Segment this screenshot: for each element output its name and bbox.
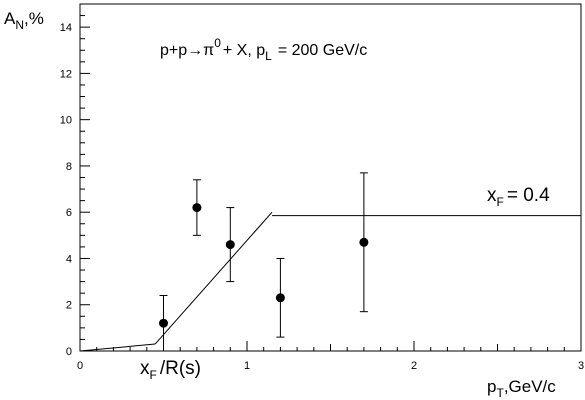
x-tick-label: 2 <box>411 360 417 372</box>
y-tick-label: 12 <box>60 68 72 80</box>
axis-ticks <box>79 3 582 352</box>
y-tick-label: 14 <box>60 22 72 34</box>
data-point <box>359 237 369 247</box>
xf-value-label: xF = 0.4 <box>487 185 550 209</box>
model-segment <box>79 343 156 352</box>
model-curve <box>79 211 581 352</box>
y-tick-label: 6 <box>66 207 72 219</box>
x-tick-label: 3 <box>578 360 584 372</box>
kink-label: xF/R(s) <box>140 358 201 382</box>
data-point <box>192 203 202 213</box>
data-points <box>159 172 369 352</box>
data-point <box>275 293 285 303</box>
reaction-annotation: p+p→π0 + X, pL = 200 GeV/c <box>160 36 367 63</box>
y-tick-label: 10 <box>60 115 72 127</box>
y-tick-label: 4 <box>66 253 72 265</box>
data-point <box>159 318 168 328</box>
y-axis-label: AN,% <box>4 9 44 32</box>
y-tick-label: 8 <box>66 161 72 173</box>
y-tick-label: 2 <box>66 300 72 312</box>
x-tick-label: 1 <box>244 360 250 372</box>
y-tick-label: 0 <box>66 346 72 358</box>
x-tick-label: 0 <box>77 360 83 372</box>
x-axis-label: pT,GeV/c <box>487 377 556 400</box>
model-segment <box>154 211 273 345</box>
data-point <box>225 240 235 250</box>
